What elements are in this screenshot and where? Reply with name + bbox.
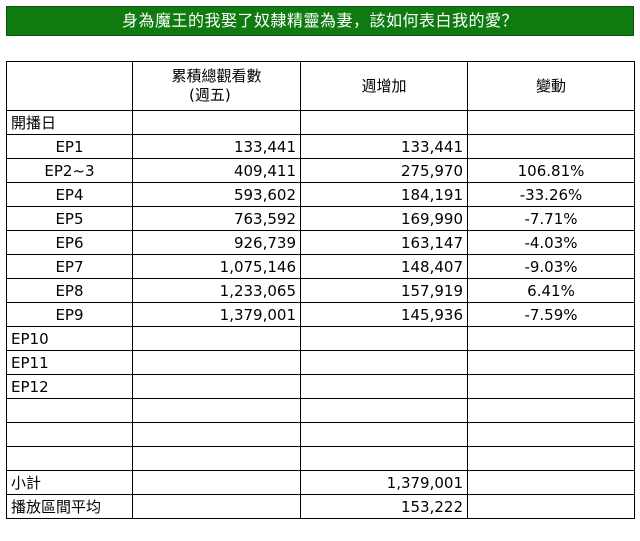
change-cell[interactable]: -7.59% bbox=[467, 302, 635, 327]
episode-cell[interactable]: EP11 bbox=[6, 350, 133, 375]
table-row: EP1 133,441 133,441 bbox=[6, 134, 635, 159]
blank-row bbox=[6, 446, 635, 471]
header-cumulative-line2: (週五) bbox=[189, 86, 231, 104]
average-weekly-cell[interactable]: 153,222 bbox=[300, 494, 468, 519]
weekly-cell[interactable]: 163,147 bbox=[300, 230, 468, 255]
weekly-cell[interactable]: 157,919 bbox=[300, 278, 468, 303]
change-cell[interactable]: 6.41% bbox=[467, 278, 635, 303]
header-cumulative-line1: 累積總觀看數 bbox=[171, 67, 262, 85]
change-cell[interactable]: -9.03% bbox=[467, 254, 635, 279]
cell[interactable] bbox=[132, 446, 301, 471]
viewership-table: 累積總觀看數 (週五) 週增加 變動 開播日 EP1 133,441 133,441… bbox=[6, 61, 635, 519]
weekly-cell[interactable]: 275,970 bbox=[300, 158, 468, 183]
cell[interactable] bbox=[467, 110, 635, 135]
average-row: 播放區間平均 153,222 bbox=[6, 494, 635, 519]
table-row: EP8 1,233,065 157,919 6.41% bbox=[6, 278, 635, 303]
cell[interactable] bbox=[467, 470, 635, 495]
cumulative-cell[interactable]: 763,592 bbox=[132, 206, 301, 231]
cell[interactable] bbox=[467, 422, 635, 447]
average-label-cell[interactable]: 播放區間平均 bbox=[6, 494, 133, 519]
table-row: EP11 bbox=[6, 350, 635, 375]
weekly-cell[interactable] bbox=[300, 350, 468, 375]
cumulative-cell[interactable]: 133,441 bbox=[132, 134, 301, 159]
change-cell[interactable]: -7.71% bbox=[467, 206, 635, 231]
weekly-cell[interactable]: 169,990 bbox=[300, 206, 468, 231]
premiere-label-cell[interactable]: 開播日 bbox=[6, 110, 133, 135]
change-cell[interactable]: -4.03% bbox=[467, 230, 635, 255]
header-change[interactable]: 變動 bbox=[467, 61, 635, 111]
cell[interactable] bbox=[6, 422, 133, 447]
table-row: EP6 926,739 163,147 -4.03% bbox=[6, 230, 635, 255]
cell[interactable] bbox=[300, 398, 468, 423]
header-row: 累積總觀看數 (週五) 週增加 變動 bbox=[6, 61, 635, 111]
episode-cell[interactable]: EP4 bbox=[6, 182, 133, 207]
change-cell[interactable] bbox=[467, 326, 635, 351]
cell[interactable] bbox=[132, 494, 301, 519]
table-row: EP9 1,379,001 145,936 -7.59% bbox=[6, 302, 635, 327]
table-row: EP12 bbox=[6, 374, 635, 399]
cumulative-cell[interactable]: 926,739 bbox=[132, 230, 301, 255]
cell[interactable] bbox=[467, 494, 635, 519]
cumulative-cell[interactable] bbox=[132, 374, 301, 399]
episode-cell[interactable]: EP10 bbox=[6, 326, 133, 351]
episode-cell[interactable]: EP1 bbox=[6, 134, 133, 159]
cumulative-cell[interactable] bbox=[132, 350, 301, 375]
cumulative-cell[interactable]: 593,602 bbox=[132, 182, 301, 207]
cumulative-cell[interactable]: 1,075,146 bbox=[132, 254, 301, 279]
cell[interactable] bbox=[300, 110, 468, 135]
cell[interactable] bbox=[300, 422, 468, 447]
blank-row bbox=[6, 422, 635, 447]
change-cell[interactable] bbox=[467, 134, 635, 159]
cumulative-cell[interactable]: 1,233,065 bbox=[132, 278, 301, 303]
premiere-row: 開播日 bbox=[6, 110, 635, 135]
table-row: EP4 593,602 184,191 -33.26% bbox=[6, 182, 635, 207]
table-row: EP2~3 409,411 275,970 106.81% bbox=[6, 158, 635, 183]
cell[interactable] bbox=[6, 446, 133, 471]
table-row: EP10 bbox=[6, 326, 635, 351]
episode-cell[interactable]: EP9 bbox=[6, 302, 133, 327]
change-cell[interactable]: 106.81% bbox=[467, 158, 635, 183]
header-empty-cell[interactable] bbox=[6, 61, 133, 111]
cell[interactable] bbox=[6, 398, 133, 423]
sheet-title-banner: 身為魔王的我娶了奴隸精靈為妻，該如何表白我的愛？ bbox=[6, 6, 634, 36]
blank-row bbox=[6, 398, 635, 423]
episode-cell[interactable]: EP12 bbox=[6, 374, 133, 399]
weekly-cell[interactable] bbox=[300, 326, 468, 351]
header-weekly[interactable]: 週增加 bbox=[300, 61, 468, 111]
weekly-cell[interactable] bbox=[300, 374, 468, 399]
table-row: EP7 1,075,146 148,407 -9.03% bbox=[6, 254, 635, 279]
episode-cell[interactable]: EP8 bbox=[6, 278, 133, 303]
change-cell[interactable]: -33.26% bbox=[467, 182, 635, 207]
cumulative-cell[interactable]: 409,411 bbox=[132, 158, 301, 183]
change-cell[interactable] bbox=[467, 350, 635, 375]
cell[interactable] bbox=[132, 470, 301, 495]
episode-cell[interactable]: EP7 bbox=[6, 254, 133, 279]
cell[interactable] bbox=[467, 398, 635, 423]
subtotal-row: 小計 1,379,001 bbox=[6, 470, 635, 495]
header-cumulative[interactable]: 累積總觀看數 (週五) bbox=[132, 61, 301, 111]
weekly-cell[interactable]: 148,407 bbox=[300, 254, 468, 279]
change-cell[interactable] bbox=[467, 374, 635, 399]
table-row: EP5 763,592 169,990 -7.71% bbox=[6, 206, 635, 231]
weekly-cell[interactable]: 145,936 bbox=[300, 302, 468, 327]
cell[interactable] bbox=[132, 110, 301, 135]
weekly-cell[interactable]: 184,191 bbox=[300, 182, 468, 207]
cumulative-cell[interactable]: 1,379,001 bbox=[132, 302, 301, 327]
episode-cell[interactable]: EP2~3 bbox=[6, 158, 133, 183]
episode-cell[interactable]: EP5 bbox=[6, 206, 133, 231]
cell[interactable] bbox=[467, 446, 635, 471]
cell[interactable] bbox=[132, 422, 301, 447]
subtotal-weekly-cell[interactable]: 1,379,001 bbox=[300, 470, 468, 495]
episode-rows: EP1 133,441 133,441 EP2~3 409,411 275,970 106.… bbox=[6, 134, 635, 399]
cell[interactable] bbox=[300, 446, 468, 471]
cell[interactable] bbox=[132, 398, 301, 423]
subtotal-label-cell[interactable]: 小計 bbox=[6, 470, 133, 495]
weekly-cell[interactable]: 133,441 bbox=[300, 134, 468, 159]
episode-cell[interactable]: EP6 bbox=[6, 230, 133, 255]
cumulative-cell[interactable] bbox=[132, 326, 301, 351]
